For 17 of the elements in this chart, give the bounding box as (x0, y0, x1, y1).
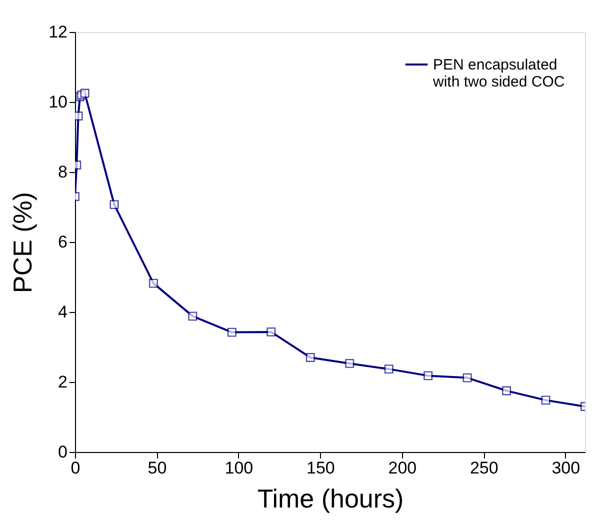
legend-label: PEN encapsulated with two sided COC (432, 56, 565, 90)
y-tick-label: 12 (48, 22, 68, 42)
x-tick-label: 100 (224, 458, 254, 478)
x-axis-title: Time (hours) (257, 484, 404, 514)
y-tick-label: 2 (58, 372, 68, 392)
y-tick-label: 0 (58, 442, 68, 462)
x-tick-label: 250 (470, 458, 498, 478)
y-tick-label: 4 (58, 302, 68, 322)
y-tick-label: 10 (48, 92, 68, 112)
x-tick-label: 150 (306, 458, 335, 478)
x-tick-label: 300 (552, 458, 580, 478)
x-tick-label: 0 (70, 458, 80, 478)
y-axis-title: PCE (%) (8, 192, 38, 294)
y-tick-label: 8 (58, 162, 68, 182)
y-tick-label: 6 (58, 232, 68, 252)
x-tick-label: 200 (388, 458, 417, 478)
x-tick-label: 50 (148, 458, 167, 478)
